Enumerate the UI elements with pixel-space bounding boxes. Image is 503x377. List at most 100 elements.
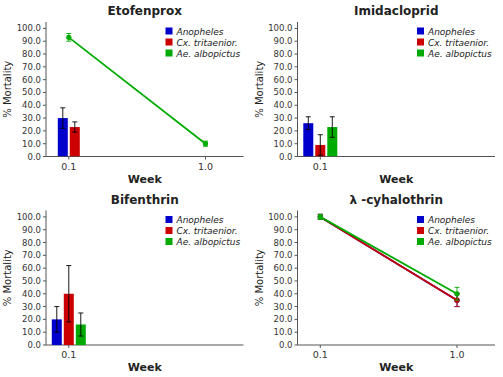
error-bar: [54, 307, 59, 333]
x-tick: [320, 157, 321, 160]
error-bar: [318, 214, 323, 219]
error-bar-cap: [318, 155, 323, 156]
error-bar-cap: [66, 33, 71, 34]
y-tick: [43, 105, 46, 106]
error-bar: [78, 313, 83, 336]
x-tick: [68, 157, 69, 160]
subplot: λ -cyhalothrin0.010.020.030.040.050.060.…: [254, 193, 496, 375]
y-tick-label: 0.0: [279, 340, 293, 350]
y-tick-label: 50.0: [22, 87, 41, 97]
y-tick: [295, 268, 298, 269]
y-tick: [295, 54, 298, 55]
y-tick-label: 70.0: [22, 250, 41, 260]
legend-label: Cx. tritaenior.: [428, 38, 489, 48]
legend-swatch: [166, 50, 173, 57]
legend-swatch: [417, 238, 424, 245]
error-bar-stem: [62, 108, 63, 128]
x-tick: [68, 345, 69, 348]
y-axis-line: [297, 211, 298, 346]
y-tick-label: 0.0: [27, 340, 41, 350]
error-bar-cap: [318, 134, 323, 135]
legend-swatch: [166, 216, 173, 223]
y-tick-label: 60.0: [274, 263, 293, 273]
y-tick: [43, 79, 46, 80]
y-tick-label: 0.0: [27, 152, 41, 162]
error-bar: [318, 135, 323, 155]
error-bar: [318, 214, 323, 219]
y-axis-label: % Mortality: [2, 61, 13, 118]
error-bar-cap: [306, 129, 311, 130]
y-tick: [295, 130, 298, 131]
legend: AnophelesCx. tritaenior.Ae. albopictus: [166, 27, 241, 59]
y-tick-label: 100.0: [17, 212, 41, 222]
error-bar-stem: [320, 135, 321, 155]
error-bar-cap: [66, 321, 71, 322]
error-bar: [60, 108, 65, 128]
x-tick-label: 1.0: [449, 349, 464, 360]
x-axis-label: Week: [128, 361, 163, 374]
error-bar: [306, 117, 311, 130]
y-tick: [43, 66, 46, 67]
x-tick-label: 0.1: [313, 161, 328, 172]
error-bar-stem: [68, 266, 69, 322]
error-bar-cap: [78, 312, 83, 313]
y-tick: [295, 306, 298, 307]
error-bar-cap: [66, 41, 71, 42]
x-axis-label: Week: [379, 361, 414, 374]
legend-swatch: [417, 39, 424, 46]
y-tick-label: 60.0: [22, 75, 41, 85]
error-bar-cap: [60, 107, 65, 108]
y-tick: [43, 28, 46, 29]
legend: AnophelesCx. tritaenior.Ae. albopictus: [417, 27, 492, 59]
legend-swatch: [417, 216, 424, 223]
error-bar-cap: [455, 300, 460, 301]
legend-swatch: [417, 227, 424, 234]
error-bar-cap: [455, 306, 460, 307]
y-axis-line: [46, 211, 47, 346]
y-tick-label: 70.0: [274, 62, 293, 72]
y-tick: [43, 268, 46, 269]
y-tick-label: 10.0: [22, 139, 41, 149]
y-tick: [43, 54, 46, 55]
y-tick-label: 70.0: [22, 62, 41, 72]
legend-label: Anopheles: [427, 27, 475, 37]
y-tick: [43, 280, 46, 281]
y-tick-label: 20.0: [274, 126, 293, 136]
y-tick: [43, 216, 46, 217]
y-tick: [295, 293, 298, 294]
error-bar: [203, 141, 208, 146]
error-bar-cap: [66, 265, 71, 266]
x-tick-label: 0.1: [61, 161, 76, 172]
y-tick: [43, 332, 46, 333]
y-tick: [295, 345, 298, 346]
x-tick: [457, 345, 458, 348]
error-bar: [318, 214, 323, 219]
y-tick-label: 90.0: [274, 225, 293, 235]
y-tick-label: 20.0: [22, 126, 41, 136]
y-tick: [295, 242, 298, 243]
y-tick-label: 20.0: [274, 314, 293, 324]
marker: [318, 214, 323, 219]
chart-root: Etofenprox0.010.020.030.040.050.060.070.…: [0, 0, 503, 377]
y-tick: [295, 216, 298, 217]
x-axis-label: Week: [379, 173, 414, 186]
y-axis-line: [297, 22, 298, 157]
x-tick-label: 0.1: [313, 349, 328, 360]
y-tick-label: 40.0: [274, 100, 293, 110]
legend: AnophelesCx. tritaenior.Ae. albopictus: [417, 215, 492, 247]
error-bar-cap: [78, 336, 83, 337]
y-tick-label: 30.0: [22, 302, 41, 312]
error-bar-cap: [455, 287, 460, 288]
y-tick: [43, 242, 46, 243]
y-tick: [43, 255, 46, 256]
legend-label: Anopheles: [427, 215, 475, 225]
y-tick: [43, 143, 46, 144]
y-tick-label: 30.0: [22, 113, 41, 123]
y-tick-label: 50.0: [274, 87, 293, 97]
y-tick: [295, 79, 298, 80]
y-tick: [43, 118, 46, 119]
y-tick: [295, 332, 298, 333]
y-tick: [295, 255, 298, 256]
x-tick-label: 1.0: [198, 161, 213, 172]
subplot: Bifenthrin0.010.020.030.040.050.060.070.…: [2, 193, 244, 375]
